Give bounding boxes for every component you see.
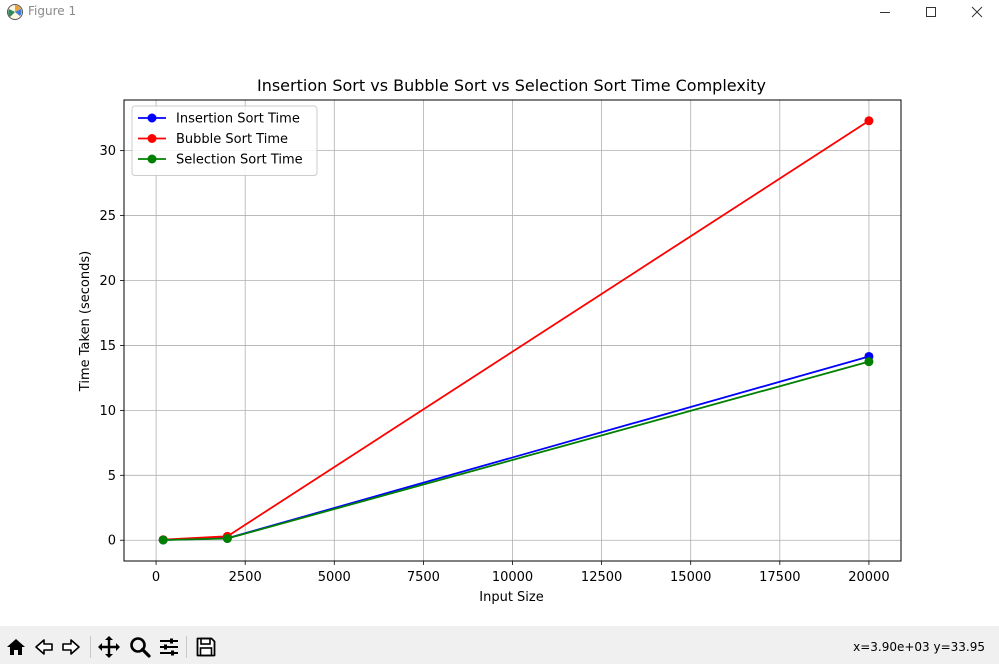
save-button[interactable] <box>193 634 219 660</box>
y-tick-label: 10 <box>99 404 116 419</box>
cursor-coordinates: x=3.90e+03 y=33.95 <box>853 640 985 654</box>
insertion-sort-time-line <box>163 355 870 541</box>
x-tick-label: 12500 <box>581 570 622 585</box>
legend: Insertion Sort Time Bubble Sort Time Selec… <box>131 105 318 176</box>
toolbar-separator <box>90 636 91 658</box>
title-bar: Figure 1 <box>0 0 999 24</box>
configure-subplots-icon <box>160 638 178 656</box>
save-icon <box>196 637 216 657</box>
legend-box <box>131 105 318 176</box>
y-tick-label: 15 <box>99 339 116 354</box>
x-axis-label: Input Size <box>479 590 543 605</box>
y-tick-label: 30 <box>99 144 116 159</box>
forward-icon <box>62 639 80 655</box>
legend-swatch-marker <box>147 134 157 143</box>
pan-icon <box>98 636 120 658</box>
y-axis-label: Time Taken (seconds) <box>78 251 93 392</box>
zoom-icon <box>130 637 151 658</box>
home-icon <box>7 639 25 655</box>
close-button[interactable] <box>954 0 999 24</box>
legend-label-insertion-sort-time: Insertion Sort Time <box>176 112 300 127</box>
chart-title: Insertion Sort vs Bubble Sort vs Selecti… <box>257 76 766 95</box>
x-ticks: 0 2500 5000 7500 10000 12500 15000 17500 20000 <box>152 561 890 585</box>
legend-swatch-marker <box>147 113 157 123</box>
legend-label-selection-sort-time: Selection Sort Time <box>176 153 303 168</box>
zoom-button[interactable] <box>127 634 153 660</box>
maximize-button[interactable] <box>908 0 954 24</box>
navigation-toolbar: x=3.90e+03 y=33.95 <box>0 626 999 664</box>
y-tick-label: 20 <box>99 274 116 289</box>
close-icon <box>971 6 983 18</box>
plot-area[interactable]: Insertion Sort vs Bubble Sort vs Selecti… <box>0 24 999 626</box>
home-button[interactable] <box>3 634 29 660</box>
maximize-icon <box>926 7 936 17</box>
toolbar-separator <box>186 636 187 658</box>
y-tick-label: 25 <box>99 209 116 224</box>
series <box>158 116 874 545</box>
window-title: Figure 1 <box>28 4 77 18</box>
bubble-sort-time-line <box>163 120 870 541</box>
x-tick-label: 17500 <box>759 570 800 585</box>
x-tick-label: 10000 <box>492 570 533 585</box>
y-tick-label: 5 <box>108 469 116 484</box>
matplotlib-app-icon <box>6 3 24 21</box>
legend-swatch-marker <box>147 154 157 164</box>
x-tick-label: 15000 <box>670 570 711 585</box>
selection-sort-time-point <box>158 535 168 545</box>
pan-button[interactable] <box>96 634 122 660</box>
line-chart: Insertion Sort vs Bubble Sort vs Selecti… <box>78 76 902 605</box>
selection-sort-time-point <box>222 534 232 544</box>
x-tick-label: 20000 <box>848 570 889 585</box>
minimize-button[interactable] <box>862 0 908 24</box>
y-tick-label: 0 <box>108 534 116 549</box>
grid <box>124 100 901 561</box>
x-tick-label: 0 <box>152 570 160 585</box>
back-icon <box>35 639 53 655</box>
y-ticks: 0 5 10 15 20 25 30 <box>99 144 124 549</box>
selection-sort-time-point <box>864 357 874 367</box>
back-button[interactable] <box>31 634 57 660</box>
x-tick-label: 2500 <box>229 570 262 585</box>
minimize-icon <box>880 12 890 13</box>
x-tick-label: 5000 <box>318 570 351 585</box>
legend-label-bubble-sort-time: Bubble Sort Time <box>176 132 288 147</box>
forward-button[interactable] <box>58 634 84 660</box>
x-tick-label: 7500 <box>407 570 440 585</box>
bubble-sort-time-point <box>864 116 874 126</box>
configure-subplots-button[interactable] <box>156 634 182 660</box>
selection-sort-time-line <box>163 360 870 541</box>
